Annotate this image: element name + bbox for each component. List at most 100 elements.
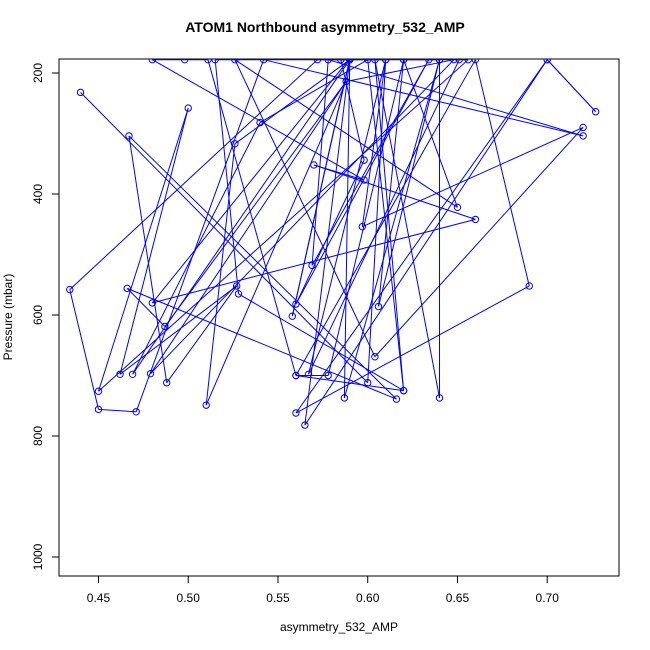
series-line-segment <box>69 289 99 410</box>
data-point <box>292 300 300 308</box>
series-line-segment <box>311 59 430 266</box>
data-point <box>288 312 297 320</box>
data-point <box>364 59 372 64</box>
data-point <box>392 395 401 403</box>
series-line-segment <box>367 59 387 383</box>
data-point <box>211 59 219 64</box>
series-line-segment <box>150 59 455 375</box>
series-line-segment <box>295 59 430 305</box>
data-point <box>579 123 587 132</box>
data-point <box>204 59 212 64</box>
data-point <box>453 203 462 212</box>
data-point <box>358 222 367 231</box>
y-tick-label: 800 <box>31 426 45 446</box>
chart-title: ATOM1 Northbound asymmetry_532_AMP <box>185 19 465 35</box>
data-point <box>161 322 169 331</box>
series-line-segment <box>304 59 351 426</box>
data-point <box>543 59 551 64</box>
y-tick-label: 400 <box>31 184 45 204</box>
data-point <box>450 59 458 64</box>
data-point <box>148 59 157 64</box>
data-point <box>324 371 332 380</box>
y-tick-label: 200 <box>31 63 45 83</box>
series-line-segment <box>128 135 168 383</box>
data-point <box>346 59 354 63</box>
data-point <box>292 409 300 417</box>
data-point <box>132 408 140 416</box>
data-point <box>399 386 408 395</box>
series-line-segment <box>295 59 548 414</box>
data-point <box>364 379 372 387</box>
data-point <box>374 302 383 311</box>
data-point <box>591 108 600 116</box>
data-point <box>371 353 379 361</box>
series-line-segment <box>313 164 476 220</box>
series-line-segment <box>546 59 597 113</box>
series-line-segment <box>238 293 404 392</box>
series-line-segment <box>327 59 405 376</box>
data-point <box>435 394 444 402</box>
data-point <box>301 421 309 429</box>
series-line-segment <box>69 59 318 290</box>
series-line-segment <box>166 285 238 384</box>
y-tick-label: 1000 <box>31 543 45 570</box>
data-point <box>324 59 332 64</box>
series-line-segment <box>128 135 397 400</box>
x-tick-label: 0.50 <box>177 591 201 605</box>
data-point <box>425 59 433 64</box>
series-line-segment <box>346 59 454 82</box>
series-line-segment <box>98 107 189 392</box>
data-point <box>337 59 345 64</box>
data-point <box>579 132 587 140</box>
series-line-segment <box>98 408 137 413</box>
series-line-segment <box>234 59 458 208</box>
series-line-segment <box>151 59 350 304</box>
series-line-segment <box>207 59 297 376</box>
series-line-segment <box>150 81 347 374</box>
data-point <box>308 261 316 270</box>
series-line-segment <box>295 375 404 392</box>
data-point <box>259 59 268 64</box>
data-series <box>66 59 600 429</box>
series-line-segment <box>474 59 530 287</box>
data-point <box>231 59 239 64</box>
series-line-segment <box>378 59 440 307</box>
series-line-segment <box>367 59 405 391</box>
data-point <box>346 59 354 64</box>
y-axis-label: Pressure (mbar) <box>1 274 15 361</box>
data-point <box>360 176 368 184</box>
series-line-segment <box>295 59 476 376</box>
x-axis-label: asymmetry_532_AMP <box>280 620 398 634</box>
series-line-segment <box>234 59 351 145</box>
series-line-segment <box>377 59 405 307</box>
series-line-segment <box>214 59 239 294</box>
series-line-segment <box>164 81 347 327</box>
series-line-segment <box>328 59 584 137</box>
x-axis: 0.45 0.50 0.55 0.60 0.65 0.70 <box>87 576 559 605</box>
series-line-segment <box>308 59 460 375</box>
data-point <box>371 59 379 64</box>
series-line-segment <box>362 126 584 228</box>
series-line-segment <box>291 59 351 317</box>
series-line-segment <box>374 59 405 391</box>
series-line-segment <box>119 107 189 375</box>
data-point <box>310 161 318 169</box>
data-point <box>184 104 192 112</box>
data-point <box>232 282 241 290</box>
data-point <box>525 282 533 290</box>
data-point <box>340 394 349 402</box>
data-point <box>342 77 350 86</box>
data-point <box>464 59 472 64</box>
data-point <box>180 59 189 64</box>
data-point <box>146 369 155 378</box>
data-point <box>76 88 85 97</box>
plot-frame <box>58 58 620 577</box>
data-point <box>162 379 171 387</box>
data-point <box>292 371 300 380</box>
series-line-segment <box>313 164 365 181</box>
data-point <box>123 284 131 293</box>
series-line-segment <box>205 81 347 406</box>
data-point <box>94 405 103 414</box>
series-line-segment <box>308 59 387 375</box>
